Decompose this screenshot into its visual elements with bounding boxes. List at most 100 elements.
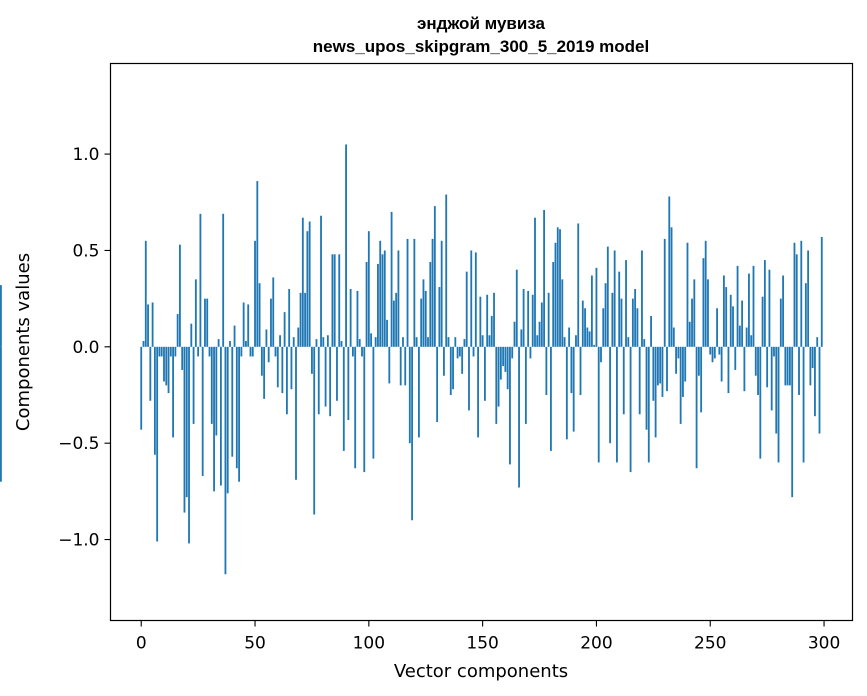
bar-213 — [625, 260, 627, 347]
bar-10 — [163, 346, 165, 382]
bar-73 — [306, 231, 309, 347]
x-tick-label: 50 — [244, 634, 266, 654]
bar-50 — [254, 240, 256, 347]
bar-17 — [179, 244, 181, 347]
bar-68 — [295, 346, 297, 480]
bar-243 — [693, 279, 696, 347]
bar-83 — [329, 346, 332, 417]
bar-208 — [613, 250, 616, 347]
bar-95 — [356, 290, 359, 347]
bar-43 — [238, 346, 241, 482]
y-axis-label: Components values — [13, 253, 34, 431]
bar-278 — [773, 346, 775, 357]
x-tick-label: 300 — [808, 634, 840, 654]
bar-102 — [372, 346, 375, 459]
bar-252 — [713, 346, 716, 359]
bar-14 — [172, 346, 174, 438]
bar-136 — [449, 346, 452, 395]
bar-287 — [793, 242, 796, 347]
bar-27 — [201, 346, 204, 476]
bar-199 — [593, 344, 596, 347]
bar-154 — [490, 315, 493, 347]
bar-265 — [743, 346, 746, 392]
bar-52 — [258, 283, 261, 347]
bar-127 — [429, 262, 432, 347]
x-axis-ticks: 0 50 100 150 200 250 300 — [136, 620, 840, 654]
bar-31 — [210, 346, 213, 424]
bar-264 — [741, 300, 744, 347]
bar-230 — [663, 238, 666, 347]
bar-46 — [245, 341, 247, 347]
bar-152 — [486, 294, 489, 347]
bar-3 — [147, 304, 149, 347]
y-axis-ticks: −1.0 −0.5 0.0 0.5 1.0 — [58, 145, 111, 551]
bar-193 — [579, 346, 582, 395]
bar-47 — [247, 304, 250, 347]
bar-196 — [586, 327, 589, 347]
bar-283 — [784, 346, 787, 386]
bar-263 — [738, 325, 741, 347]
bar-139 — [456, 346, 459, 359]
bar-36 — [222, 213, 225, 347]
bar-280 — [777, 346, 780, 463]
x-tick-label: 250 — [694, 634, 726, 654]
bar-119 — [411, 346, 413, 521]
bar-94 — [354, 346, 357, 469]
bar-286 — [791, 346, 794, 498]
bar-171 — [529, 346, 532, 359]
bar-53 — [260, 346, 263, 376]
bar-158 — [499, 346, 502, 380]
bar-197 — [588, 331, 591, 347]
bar-25 — [197, 346, 200, 357]
bar-239 — [684, 346, 687, 382]
bar-39 — [229, 341, 231, 347]
bar-135 — [447, 337, 450, 347]
bar-67 — [292, 337, 295, 347]
bar-258 — [727, 346, 730, 394]
bar-236 — [677, 346, 680, 359]
bar-232 — [668, 196, 671, 347]
bar-19 — [183, 346, 186, 513]
bar-207 — [611, 292, 614, 347]
bar-2 — [144, 240, 147, 347]
y-tick-label: −0.5 — [58, 434, 99, 454]
bar-21 — [188, 346, 190, 544]
bar-undefined — [0, 285, 2, 347]
bar-72 — [304, 292, 307, 347]
bar-13 — [169, 346, 172, 357]
bar-294 — [809, 346, 812, 386]
bar-165 — [515, 269, 518, 347]
bar-261 — [734, 346, 737, 370]
bar-167 — [520, 329, 523, 347]
bar-288 — [795, 254, 798, 347]
bar-218 — [636, 308, 639, 347]
bar-131 — [438, 287, 441, 347]
bar-35 — [219, 346, 222, 486]
bar-240 — [686, 242, 689, 347]
bar-88 — [340, 341, 343, 347]
bar-271 — [757, 346, 759, 395]
bar-260 — [732, 306, 734, 347]
bar-42 — [235, 346, 238, 469]
bar-106 — [381, 254, 384, 347]
y-tick-label: 0.5 — [72, 241, 99, 261]
bar-12 — [167, 346, 170, 394]
bar-266 — [745, 327, 748, 347]
bar-221 — [643, 339, 646, 347]
bar-245 — [697, 346, 700, 376]
bar-123 — [420, 298, 423, 347]
bar-114 — [399, 346, 402, 386]
bar-183 — [556, 227, 559, 347]
bar-76 — [313, 346, 316, 515]
bar-108 — [386, 319, 388, 347]
bar-289 — [798, 346, 800, 395]
bar-298 — [818, 346, 821, 434]
bar-217 — [634, 289, 637, 347]
bar-49 — [251, 346, 254, 357]
bar-257 — [725, 287, 728, 347]
bar-181 — [552, 262, 555, 347]
bar-150 — [481, 335, 484, 347]
bar-164 — [513, 321, 516, 347]
bar-6 — [153, 346, 156, 455]
bar-90 — [345, 144, 347, 347]
